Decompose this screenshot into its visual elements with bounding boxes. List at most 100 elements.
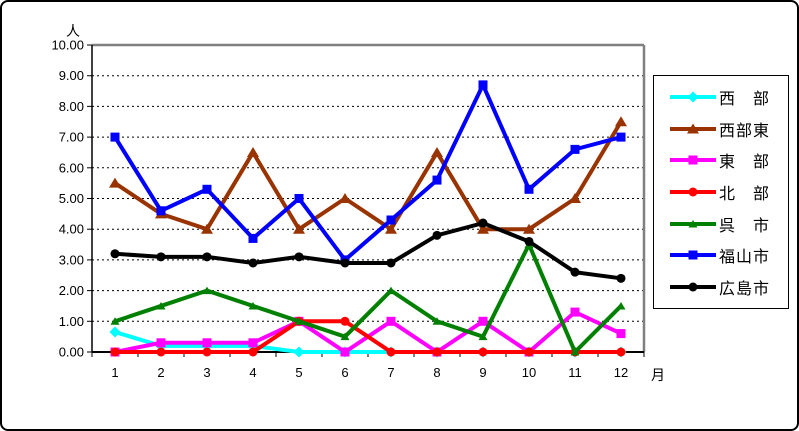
data-point-marker — [616, 273, 626, 283]
data-point-marker — [110, 347, 120, 357]
data-point-marker — [156, 206, 166, 216]
data-point-marker — [202, 252, 212, 262]
data-point-marker — [478, 80, 488, 90]
data-point-marker — [432, 230, 442, 240]
data-point-marker — [109, 326, 121, 338]
data-point-marker — [294, 194, 304, 203]
gridlines — [92, 75, 644, 322]
legend-item-4: 呉 市 — [669, 210, 786, 238]
y-tick-label: 0.00 — [59, 345, 84, 360]
data-point-marker — [432, 175, 442, 185]
data-point-marker — [248, 258, 258, 268]
data-point-marker — [688, 219, 698, 228]
chart-legend: 西 部西部東東 部北 部呉 市福山市 広島市 — [653, 75, 789, 309]
data-point-marker — [688, 155, 698, 165]
legend-line-sample — [670, 91, 716, 103]
data-point-marker — [524, 347, 534, 357]
x-tick-label: 3 — [203, 365, 210, 380]
data-point-marker — [386, 286, 396, 295]
data-point-marker — [293, 223, 305, 234]
y-tick-label: 1.00 — [59, 314, 84, 329]
data-point-marker — [247, 146, 259, 157]
data-point-marker — [110, 132, 120, 142]
data-point-marker — [294, 252, 304, 262]
series-1 — [109, 116, 627, 234]
legend-label: 西部東 — [719, 122, 771, 140]
data-point-marker — [386, 316, 396, 326]
data-point-marker — [248, 301, 258, 310]
data-point-marker — [202, 347, 212, 357]
data-point-marker — [431, 146, 443, 157]
series-line — [113, 120, 623, 233]
data-point-marker — [478, 316, 488, 326]
data-point-marker — [570, 144, 580, 154]
y-tick-label: 6.00 — [59, 160, 84, 175]
series-line — [114, 239, 623, 356]
data-point-marker — [524, 184, 534, 194]
data-point-marker — [687, 91, 699, 103]
data-point-marker — [478, 332, 488, 341]
data-point-marker — [616, 347, 626, 357]
data-point-marker — [156, 252, 166, 262]
data-point-marker — [201, 223, 213, 234]
y-tick-label: 4.00 — [59, 222, 84, 237]
data-point-marker — [202, 338, 212, 348]
data-point-marker — [293, 346, 305, 358]
legend-line-sample — [670, 250, 716, 260]
data-point-marker — [385, 223, 397, 234]
data-point-marker — [524, 236, 534, 246]
data-point-marker — [339, 193, 351, 203]
x-tick-label: 6 — [341, 365, 348, 380]
legend-label: 呉 市 — [719, 217, 771, 235]
data-point-marker — [570, 267, 580, 277]
legend-item-2: 東 部 — [669, 146, 786, 174]
axes — [87, 44, 645, 357]
y-tick-label: 3.00 — [59, 252, 84, 267]
series-4 — [110, 239, 626, 356]
x-tick-label: 5 — [295, 365, 302, 380]
y-tick-label: 9.00 — [59, 68, 84, 83]
data-point-marker — [294, 317, 304, 325]
series-5 — [110, 80, 626, 265]
data-point-marker — [616, 301, 626, 310]
data-point-marker — [340, 258, 350, 268]
data-point-marker — [156, 338, 166, 348]
legend-item-6: 広島市 — [669, 273, 786, 301]
x-tick-label: 1 — [111, 365, 118, 380]
data-point-marker — [687, 123, 699, 134]
x-tick-label: 8 — [433, 365, 440, 380]
y-tick-label: 10.00 — [51, 38, 84, 53]
data-point-marker — [570, 307, 580, 317]
data-point-marker — [340, 316, 350, 326]
data-point-marker — [386, 347, 396, 357]
legend-item-1: 西部東 — [669, 115, 786, 143]
data-point-marker — [688, 187, 698, 197]
data-point-marker — [432, 347, 442, 357]
legend-line-sample — [670, 187, 716, 197]
legend-line-sample — [670, 282, 716, 292]
data-point-marker — [569, 193, 581, 203]
x-tick-label: 2 — [157, 365, 164, 380]
legend-item-0: 西 部 — [669, 83, 786, 111]
data-point-marker — [616, 329, 626, 339]
y-tick-label: 2.00 — [59, 283, 84, 298]
data-point-marker — [523, 223, 535, 234]
data-point-marker — [110, 249, 120, 259]
x-tick-label: 4 — [249, 365, 256, 380]
plot-border — [92, 43, 646, 352]
y-axis-title: 人 — [66, 23, 80, 39]
data-point-marker — [202, 184, 212, 194]
data-point-marker — [616, 132, 626, 142]
data-point-marker — [432, 317, 442, 325]
data-point-marker — [615, 116, 627, 127]
data-point-marker — [109, 177, 121, 188]
data-point-marker — [570, 348, 580, 356]
legend-item-3: 北 部 — [669, 178, 786, 206]
data-point-marker — [478, 218, 488, 228]
legend-line-sample — [670, 219, 716, 228]
data-point-marker — [340, 347, 350, 357]
data-point-marker — [386, 258, 396, 268]
data-point-marker — [156, 301, 166, 310]
x-tick-label: 11 — [568, 365, 582, 380]
data-point-marker — [688, 282, 698, 292]
